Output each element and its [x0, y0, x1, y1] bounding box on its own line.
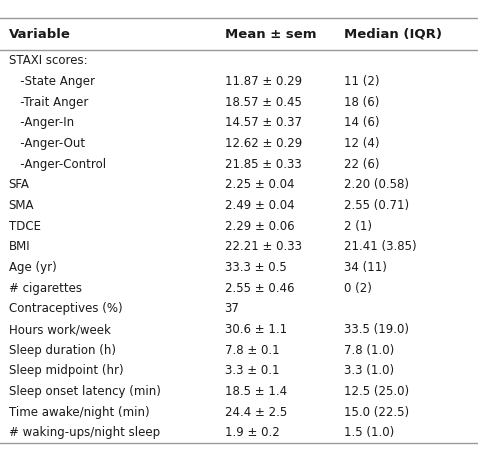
- Text: 15.0 (22.5): 15.0 (22.5): [344, 406, 409, 419]
- Text: 24.4 ± 2.5: 24.4 ± 2.5: [225, 406, 287, 419]
- Text: 2.55 (0.71): 2.55 (0.71): [344, 199, 409, 212]
- Text: 33.5 (19.0): 33.5 (19.0): [344, 323, 409, 336]
- Text: 21.41 (3.85): 21.41 (3.85): [344, 240, 417, 253]
- Text: 7.8 ± 0.1: 7.8 ± 0.1: [225, 344, 279, 357]
- Text: 34 (11): 34 (11): [344, 261, 387, 274]
- Text: Variable: Variable: [9, 28, 70, 40]
- Text: Hours work/week: Hours work/week: [9, 323, 110, 336]
- Text: # waking-ups/night sleep: # waking-ups/night sleep: [9, 427, 160, 439]
- Text: Contraceptives (%): Contraceptives (%): [9, 302, 122, 315]
- Text: 18.57 ± 0.45: 18.57 ± 0.45: [225, 95, 302, 108]
- Text: Sleep duration (h): Sleep duration (h): [9, 344, 116, 357]
- Text: 2.49 ± 0.04: 2.49 ± 0.04: [225, 199, 294, 212]
- Text: 18 (6): 18 (6): [344, 95, 380, 108]
- Text: 14 (6): 14 (6): [344, 116, 380, 129]
- Text: Sleep midpoint (hr): Sleep midpoint (hr): [9, 364, 123, 378]
- Text: 11.87 ± 0.29: 11.87 ± 0.29: [225, 75, 302, 88]
- Text: 37: 37: [225, 302, 239, 315]
- Text: 7.8 (1.0): 7.8 (1.0): [344, 344, 394, 357]
- Text: 1.5 (1.0): 1.5 (1.0): [344, 427, 394, 439]
- Text: 12.62 ± 0.29: 12.62 ± 0.29: [225, 137, 302, 150]
- Text: 1.9 ± 0.2: 1.9 ± 0.2: [225, 427, 280, 439]
- Text: TDCE: TDCE: [9, 220, 41, 233]
- Text: 22.21 ± 0.33: 22.21 ± 0.33: [225, 240, 302, 253]
- Text: # cigarettes: # cigarettes: [9, 282, 82, 295]
- Text: 14.57 ± 0.37: 14.57 ± 0.37: [225, 116, 302, 129]
- Text: Median (IQR): Median (IQR): [344, 28, 442, 40]
- Text: 12 (4): 12 (4): [344, 137, 380, 150]
- Text: -Anger-Out: -Anger-Out: [9, 137, 85, 150]
- Text: 11 (2): 11 (2): [344, 75, 380, 88]
- Text: 33.3 ± 0.5: 33.3 ± 0.5: [225, 261, 286, 274]
- Text: 30.6 ± 1.1: 30.6 ± 1.1: [225, 323, 287, 336]
- Text: 3.3 ± 0.1: 3.3 ± 0.1: [225, 364, 279, 378]
- Text: -Trait Anger: -Trait Anger: [9, 95, 88, 108]
- Text: 2.25 ± 0.04: 2.25 ± 0.04: [225, 178, 294, 191]
- Text: 2.29 ± 0.06: 2.29 ± 0.06: [225, 220, 294, 233]
- Text: 2.20 (0.58): 2.20 (0.58): [344, 178, 409, 191]
- Text: Time awake/night (min): Time awake/night (min): [9, 406, 149, 419]
- Text: Sleep onset latency (min): Sleep onset latency (min): [9, 385, 161, 398]
- Text: 12.5 (25.0): 12.5 (25.0): [344, 385, 409, 398]
- Text: BMI: BMI: [9, 240, 30, 253]
- Text: -State Anger: -State Anger: [9, 75, 95, 88]
- Text: 18.5 ± 1.4: 18.5 ± 1.4: [225, 385, 287, 398]
- Text: SMA: SMA: [9, 199, 34, 212]
- Text: 0 (2): 0 (2): [344, 282, 372, 295]
- Text: 3.3 (1.0): 3.3 (1.0): [344, 364, 394, 378]
- Text: Age (yr): Age (yr): [9, 261, 56, 274]
- Text: STAXI scores:: STAXI scores:: [9, 54, 87, 67]
- Text: 2 (1): 2 (1): [344, 220, 372, 233]
- Text: 22 (6): 22 (6): [344, 158, 380, 171]
- Text: SFA: SFA: [9, 178, 30, 191]
- Text: 2.55 ± 0.46: 2.55 ± 0.46: [225, 282, 294, 295]
- Text: Mean ± sem: Mean ± sem: [225, 28, 316, 40]
- Text: -Anger-In: -Anger-In: [9, 116, 74, 129]
- Text: 21.85 ± 0.33: 21.85 ± 0.33: [225, 158, 302, 171]
- Text: -Anger-Control: -Anger-Control: [9, 158, 106, 171]
